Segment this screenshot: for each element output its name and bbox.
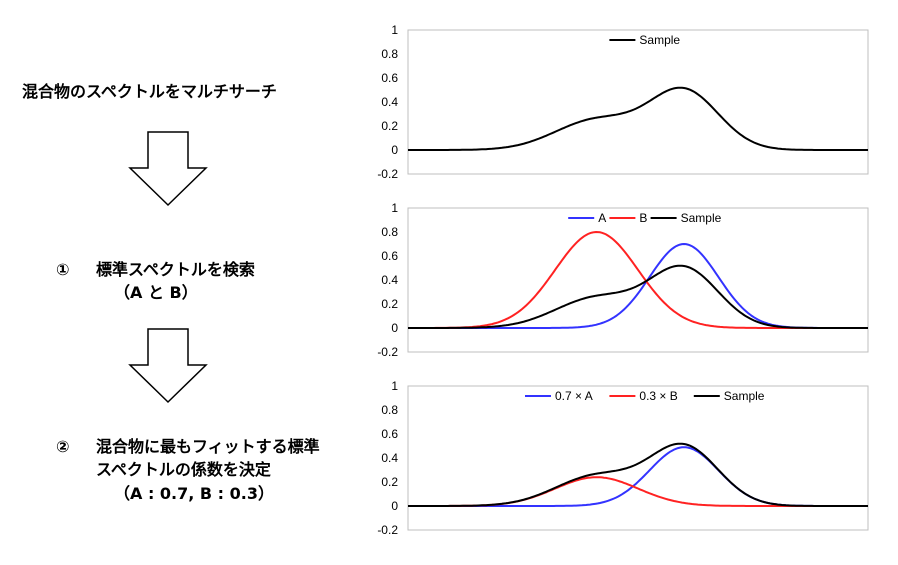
step2-coefficients: （A : 0.7, B : 0.3）: [114, 484, 274, 503]
series-line-sample: [408, 86, 868, 151]
down-arrow-icon: [128, 131, 208, 207]
chart-sample-svg: 1 0.8 0.6 0.4 0.2 0 -0.2 Sample: [377, 23, 869, 181]
y-tick-label: 0.4: [381, 273, 398, 287]
y-tick-label: 0.2: [381, 119, 398, 133]
y-tick-label: -0.2: [377, 345, 398, 359]
legend-label: A: [598, 211, 606, 225]
series-line-sample: [408, 442, 868, 507]
legend-label: Sample: [724, 389, 765, 403]
plot-area: [407, 29, 869, 175]
y-tick-label: -0.2: [377, 523, 398, 537]
series-line-sample: [408, 264, 868, 329]
y-tick-label: 1: [391, 379, 398, 393]
step2-title-cont: スペクトルの係数を決定: [96, 460, 271, 479]
y-tick-label: 1: [391, 23, 398, 37]
y-tick-label: 0.4: [381, 95, 398, 109]
y-tick-label: 0.6: [381, 249, 398, 263]
chart-fit-svg: 1 0.8 0.6 0.4 0.2 0 -0.2 0.7 × A 0.3 × B Sample: [377, 379, 869, 537]
plot-area: [407, 207, 869, 353]
legend-label: Sample: [681, 211, 722, 225]
plot-area: [407, 385, 869, 531]
step2-number: ②: [56, 437, 70, 456]
y-tick-label: 0: [391, 143, 398, 157]
chart-fit: 1 0.8 0.6 0.4 0.2 0 -0.2 0.7 × A 0.3 × B Sample: [360, 374, 880, 552]
series-line-b: [408, 230, 868, 329]
y-tick-label: -0.2: [377, 167, 398, 181]
step2-title: 混合物に最もフィットする標準: [96, 437, 320, 456]
step1-title: 標準スペクトルを検索: [96, 260, 255, 279]
y-tick-label: 0: [391, 499, 398, 513]
step1-number: ①: [56, 260, 70, 279]
y-tick-label: 0: [391, 321, 398, 335]
legend-label: B: [639, 211, 647, 225]
series-line-0-7-a: [408, 446, 868, 507]
y-tick-label: 0.2: [381, 475, 398, 489]
legend-label: 0.3 × B: [639, 389, 677, 403]
y-tick-label: 0.8: [381, 47, 398, 61]
step1-detail: （A と B）: [114, 283, 198, 302]
y-tick-label: 0.4: [381, 451, 398, 465]
legend-label: 0.7 × A: [555, 389, 593, 403]
chart-standards-svg: 1 0.8 0.6 0.4 0.2 0 -0.2 A B Sample: [377, 201, 869, 359]
y-tick-label: 0.2: [381, 297, 398, 311]
y-tick-label: 0.8: [381, 403, 398, 417]
chart-standards: 1 0.8 0.6 0.4 0.2 0 -0.2 A B Sample: [360, 196, 880, 374]
y-tick-label: 0.6: [381, 71, 398, 85]
intro-text: 混合物のスペクトルをマルチサーチ: [22, 82, 277, 101]
down-arrow-icon: [128, 328, 208, 404]
legend-label: Sample: [639, 33, 680, 47]
chart-sample: 1 0.8 0.6 0.4 0.2 0 -0.2 Sample: [360, 18, 880, 196]
y-tick-label: 1: [391, 201, 398, 215]
y-tick-label: 0.6: [381, 427, 398, 441]
y-tick-label: 0.8: [381, 225, 398, 239]
